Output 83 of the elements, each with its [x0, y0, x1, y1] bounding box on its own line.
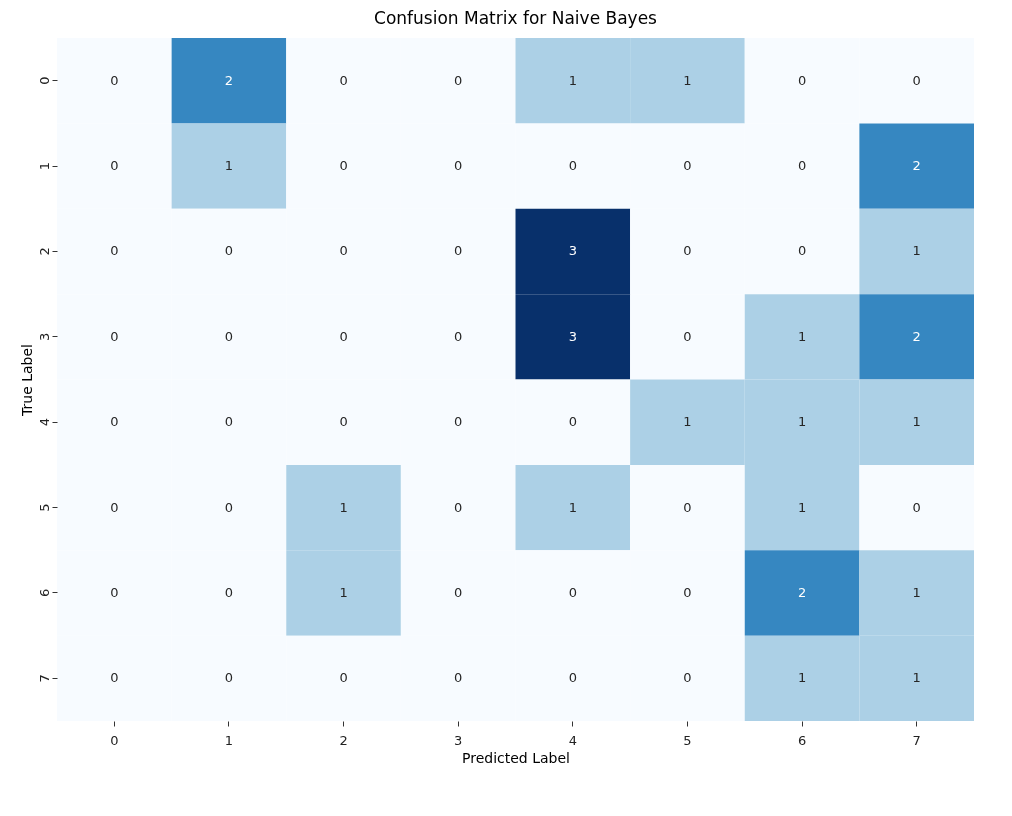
- data-label: 1: [797, 499, 807, 515]
- data-label: 0: [224, 670, 234, 686]
- data-label: 0: [683, 328, 692, 344]
- x-tick-label: 1: [224, 732, 234, 748]
- data-label: 1: [797, 414, 807, 430]
- data-label: 0: [912, 72, 921, 88]
- y-tick-label: 3: [36, 332, 52, 341]
- y-tick-label: 6: [36, 588, 52, 598]
- data-label: 0: [454, 158, 463, 174]
- data-label: 0: [454, 499, 463, 515]
- data-label: 0: [683, 243, 692, 259]
- x-tick-label: 7: [912, 732, 921, 748]
- data-label: 0: [339, 243, 348, 259]
- data-label: 2: [912, 328, 921, 344]
- data-label: 2: [224, 72, 234, 88]
- y-axis-title: True Label: [18, 344, 35, 417]
- y-tick-label: 4: [36, 418, 52, 427]
- data-label: 0: [797, 243, 807, 259]
- x-axis-title: Predicted Label: [462, 749, 570, 766]
- y-tick-label: 5: [36, 503, 52, 512]
- data-label: 1: [339, 584, 348, 600]
- data-label: 0: [339, 72, 348, 88]
- x-tick-label: 4: [568, 732, 577, 748]
- data-label: 0: [224, 243, 234, 259]
- data-label: 0: [683, 670, 692, 686]
- data-label: 0: [454, 670, 463, 686]
- data-label: 0: [339, 414, 348, 430]
- data-label: 0: [224, 328, 234, 344]
- data-label: 0: [683, 158, 692, 174]
- data-label: 0: [224, 584, 234, 600]
- data-label: 1: [912, 414, 921, 430]
- data-label: 0: [110, 72, 119, 88]
- x-tick-label: 3: [454, 732, 463, 748]
- data-label: 0: [568, 158, 577, 174]
- data-label: 0: [110, 670, 119, 686]
- data-label: 0: [568, 584, 577, 600]
- data-label: 0: [110, 414, 119, 430]
- data-label: 0: [339, 670, 348, 686]
- data-label: 0: [110, 328, 119, 344]
- data-label: 1: [224, 158, 234, 174]
- y-tick-label: 0: [36, 76, 52, 85]
- data-label: 2: [912, 158, 921, 174]
- data-label: 0: [110, 499, 119, 515]
- data-label: 0: [110, 584, 119, 600]
- data-label: 2: [797, 584, 807, 600]
- data-label: 0: [568, 670, 577, 686]
- data-label: 0: [454, 584, 463, 600]
- data-label: 1: [568, 499, 577, 515]
- y-tick-label: 1: [36, 161, 52, 171]
- x-tick-label: 6: [797, 732, 807, 748]
- x-tick-label: 0: [110, 732, 119, 748]
- data-label: 0: [797, 158, 807, 174]
- y-tick-label: 7: [36, 674, 52, 683]
- x-tick-label: 5: [683, 732, 692, 748]
- y-tick-label: 2: [36, 247, 52, 256]
- data-label: 0: [454, 243, 463, 259]
- data-label: 0: [110, 158, 119, 174]
- data-label: 0: [110, 243, 119, 259]
- data-label: 1: [568, 72, 577, 88]
- chart-title: Confusion Matrix for Naive Bayes: [374, 8, 658, 28]
- data-label: 0: [339, 158, 348, 174]
- data-label: 1: [683, 414, 692, 430]
- data-label: 0: [454, 328, 463, 344]
- data-label: 0: [339, 328, 348, 344]
- data-label: 0: [224, 499, 234, 515]
- data-label: 1: [912, 670, 921, 686]
- data-label: 0: [683, 499, 692, 515]
- data-label: 1: [912, 584, 921, 600]
- data-label: 3: [568, 328, 577, 344]
- data-label: 0: [454, 414, 463, 430]
- x-tick-label: 2: [339, 732, 348, 748]
- data-label: 1: [912, 243, 921, 259]
- data-label: 1: [797, 670, 807, 686]
- data-label: 0: [568, 414, 577, 430]
- data-label: 0: [797, 72, 807, 88]
- data-label: 0: [912, 499, 921, 515]
- data-label: 1: [683, 72, 692, 88]
- data-label: 0: [454, 72, 463, 88]
- data-label: 1: [339, 499, 348, 515]
- data-label: 0: [224, 414, 234, 430]
- data-label: 1: [797, 328, 807, 344]
- data-label: 3: [568, 243, 577, 259]
- data-label: 0: [683, 584, 692, 600]
